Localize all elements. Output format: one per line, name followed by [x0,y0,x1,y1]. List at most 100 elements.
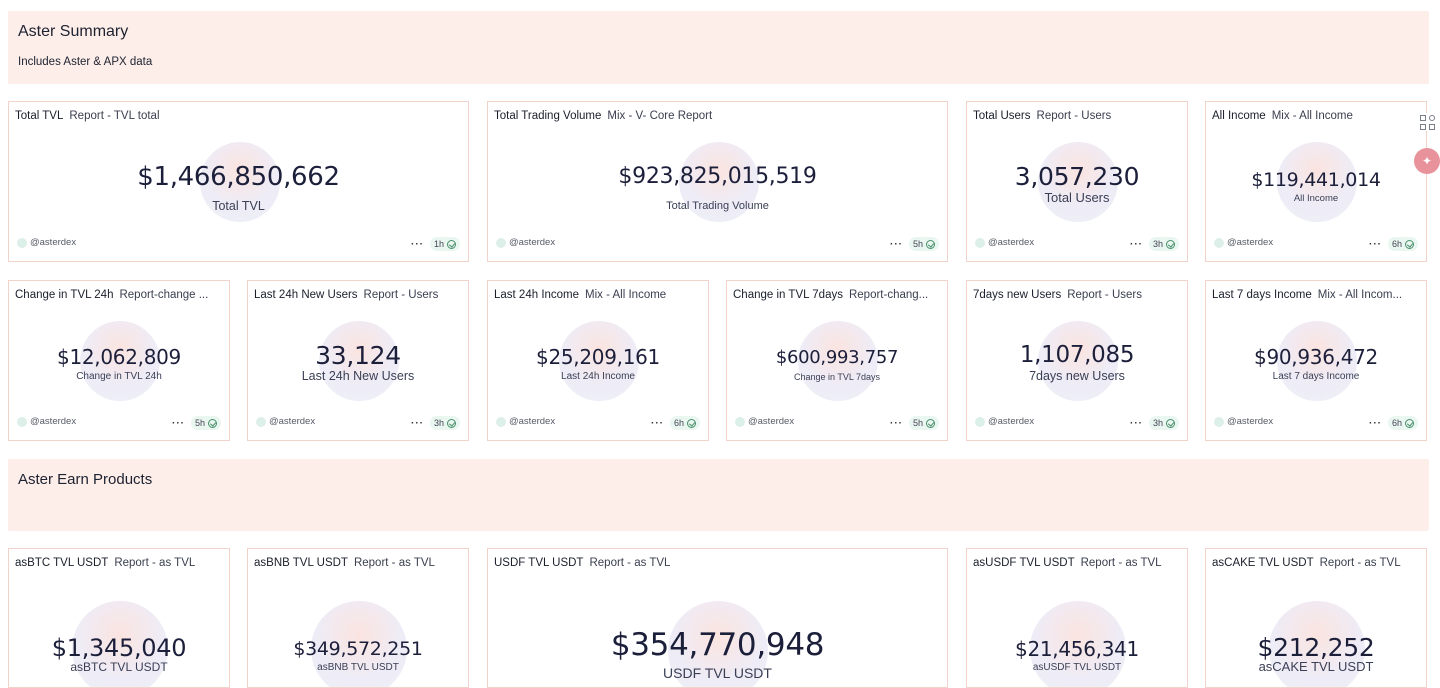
metric-label: asBNB TVL USDT [317,662,399,673]
metric-value: 3,057,230 [1014,162,1140,191]
author-link[interactable]: @asterdex [30,237,77,248]
author-link[interactable]: @asterdex [1227,416,1274,427]
metric-label: asCAKE TVL USDT [1258,659,1374,674]
metric-label: Last 24h Income [561,371,635,382]
card-source[interactable]: Report - as TVL [589,557,671,569]
card-change-tvl-24h[interactable]: Change in TVL 24h Report-change ... $12,0… [8,280,230,441]
avatar [17,237,27,248]
metric-value: $349,572,251 [293,638,423,660]
card-asbnb-tvl[interactable]: asBNB TVL USDT Report - as TVL $349,572,2… [247,548,469,688]
card-last-24h-income[interactable]: Last 24h Income Mix - All Income $25,209,… [487,280,709,441]
card-asusdf-tvl[interactable]: asUSDF TVL USDT Report - as TVL $21,456,3… [966,548,1188,688]
more-menu-icon[interactable]: ··· [1129,417,1143,429]
card-all-income[interactable]: All Income Mix - All Income $119,441,014 … [1205,101,1427,262]
metric-label: Total Users [1044,190,1110,205]
more-menu-icon[interactable]: ··· [1368,238,1382,250]
card-source[interactable]: Report - Users [1067,289,1142,301]
section-title: Aster Earn Products [18,471,153,488]
check-circle-icon [1166,239,1175,249]
metric-value: $600,993,757 [775,347,899,368]
card-title: asCAKE TVL USDT [1212,557,1314,569]
check-circle-icon [208,418,217,428]
card-usdf-tvl[interactable]: USDF TVL USDT Report - as TVL $354,770,94… [487,548,948,688]
card-source[interactable]: Report - Users [363,289,439,301]
card-source[interactable]: Report - Users [1036,110,1112,122]
author-link[interactable]: @asterdex [748,416,795,427]
card-source[interactable]: Mix - All Income [1271,110,1353,122]
freshness-age: 3h [1152,418,1163,428]
card-last-7-days-income[interactable]: Last 7 days Income Mix - All Incom... $90… [1205,280,1427,441]
card-total-users[interactable]: Total Users Report - Users 3,057,230 Tota… [966,101,1188,262]
card-footer: @asterdex ··· 1h [17,237,460,251]
card-asbtc-tvl[interactable]: asBTC TVL USDT Report - as TVL $1,345,040… [8,548,230,688]
freshness-age: 3h [1152,239,1163,249]
card-total-tvl[interactable]: Total TVL Report - TVL total $1,466,850,6… [8,101,469,262]
card-7days-new-users[interactable]: 7days new Users Report - Users 1,107,085 … [966,280,1188,441]
avatar [1214,237,1224,248]
card-decoration [311,601,407,687]
grid-cell [1429,115,1435,121]
card-decoration [319,321,399,401]
avatar [17,416,27,427]
author-link[interactable]: @asterdex [30,416,77,427]
metric-label: 7days new Users [1029,369,1125,383]
card-decoration [1030,601,1126,687]
author-link[interactable]: @asterdex [1227,237,1274,248]
metric-label: asUSDF TVL USDT [1032,662,1122,673]
more-menu-icon[interactable]: ··· [410,238,424,250]
metric-value: $90,936,472 [1254,345,1378,369]
more-menu-icon[interactable]: ··· [1129,238,1143,250]
author-link[interactable]: @asterdex [509,416,556,427]
metric-label: Last 24h New Users [301,369,415,383]
section-subtitle: Includes Aster & APX data [18,56,153,68]
avatar [256,416,266,427]
author-link[interactable]: @asterdex [509,237,556,248]
freshness-badge: 3h [429,416,460,430]
card-footer: @asterdex ··· 6h [496,416,700,430]
card-title: asUSDF TVL USDT [973,557,1075,569]
card-decoration [559,321,639,401]
card-title: Last 24h Income [494,289,580,301]
card-source[interactable]: Report - TVL total [69,110,160,122]
freshness-age: 6h [1391,239,1402,249]
more-menu-icon[interactable]: ··· [650,417,664,429]
grid-cell [1420,124,1426,130]
more-menu-icon[interactable]: ··· [171,417,185,429]
card-last-24h-new-users[interactable]: Last 24h New Users Report - Users 33,124 … [247,280,469,441]
metric-label: Total TVL [212,199,265,213]
card-ascake-tvl[interactable]: asCAKE TVL USDT Report - as TVL $212,252 … [1205,548,1427,688]
card-source[interactable]: Report - as TVL [114,557,196,569]
card-source[interactable]: Mix - All Incom... [1317,289,1403,301]
avatar [975,237,985,248]
avatar [496,416,506,427]
more-menu-icon[interactable]: ··· [410,417,424,429]
check-circle-icon [687,418,696,428]
card-source[interactable]: Report - as TVL [1319,557,1401,569]
card-change-tvl-7days[interactable]: Change in TVL 7days Report-chang... $600,… [726,280,948,441]
metric-label: All Income [1293,193,1339,204]
freshness-badge: 3h [1148,416,1179,430]
freshness-badge: 1h [429,237,460,251]
author-link[interactable]: @asterdex [988,237,1035,248]
more-menu-icon[interactable]: ··· [889,417,903,429]
metric-value: $1,466,850,662 [137,162,340,192]
more-menu-icon[interactable]: ··· [889,238,903,250]
card-decoration [679,142,759,222]
card-total-trading-volume[interactable]: Total Trading Volume Mix - V- Core Report… [487,101,948,262]
check-circle-icon [447,239,456,249]
author-link[interactable]: @asterdex [269,416,316,427]
assistant-icon[interactable]: ✦ [1414,148,1440,174]
card-source[interactable]: Report - as TVL [1080,557,1162,569]
card-source[interactable]: Report-change ... [119,289,209,301]
freshness-age: 3h [433,418,444,428]
card-footer: @asterdex ··· 3h [975,416,1179,430]
author-link[interactable]: @asterdex [988,416,1035,427]
add-widget-icon[interactable] [1418,113,1436,131]
metric-label: USDF TVL USDT [663,665,772,681]
card-source[interactable]: Mix - V- Core Report [607,110,713,122]
card-source[interactable]: Report - as TVL [353,557,435,569]
card-source[interactable]: Report-chang... [848,289,929,301]
card-source[interactable]: Mix - All Income [585,289,667,301]
more-menu-icon[interactable]: ··· [1368,417,1382,429]
freshness-age: 5h [194,418,205,428]
